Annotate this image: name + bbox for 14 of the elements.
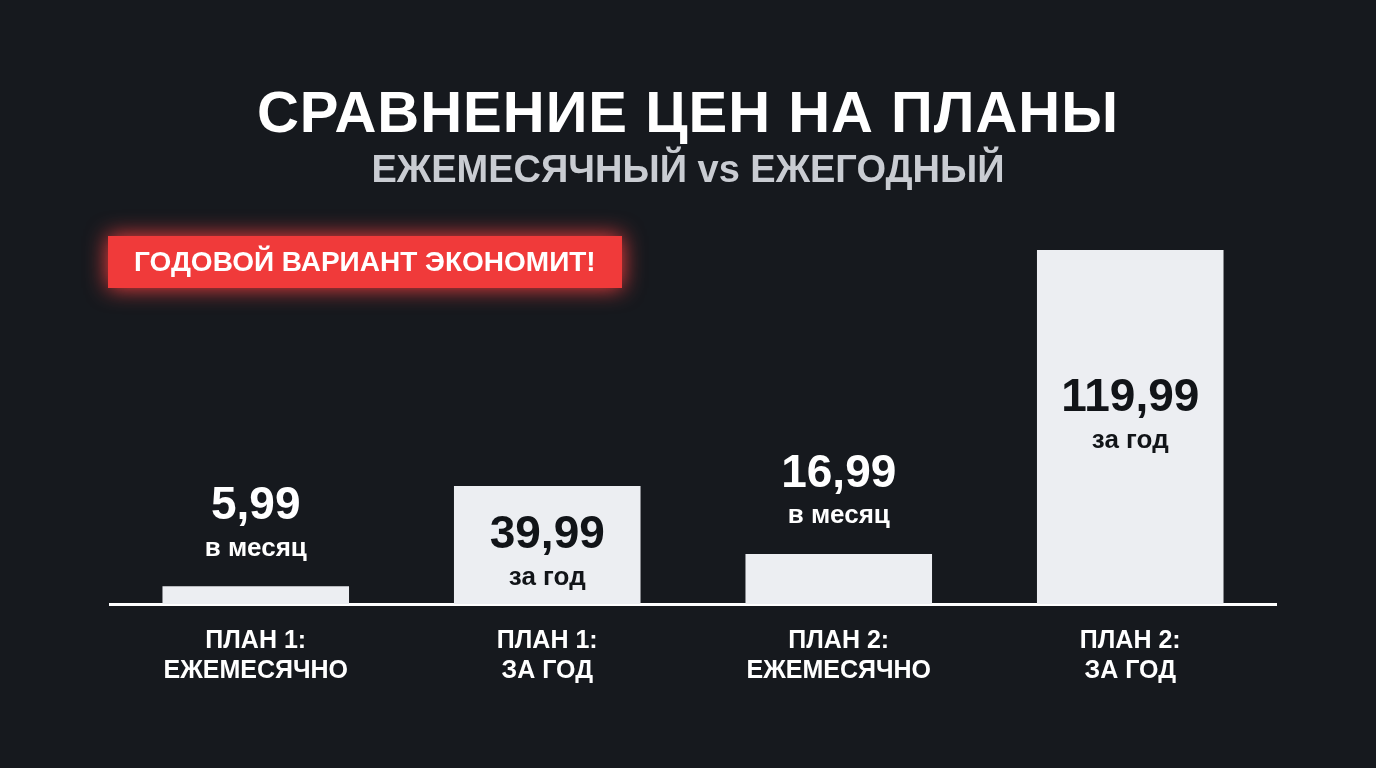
data-label: 16,99 в месяц: [781, 444, 897, 530]
annotation: ГОДОВОЙ ВАРИАНТ ЭКОНОМИТ!: [108, 236, 622, 288]
bar: [745, 553, 933, 604]
data-label: 5,99 в месяц: [204, 477, 307, 562]
bar: [162, 586, 350, 604]
x-tick-label: ПЛАН 1: ЕЖЕМЕСЯЧНО: [163, 624, 349, 683]
data-label: 39,99 за год: [489, 506, 605, 591]
bar: [1036, 250, 1224, 604]
x-tick-label: ПЛАН 1: ЗА ГОД: [496, 624, 598, 683]
x-tick-label: ПЛАН 2: ЕЖЕМЕСЯЧНО: [746, 624, 932, 683]
chart-subtitle: ЕЖЕМЕСЯЧНЫЙ vs ЕЖЕГОДНЫЙ: [370, 148, 1006, 191]
chart-title: СРАВНЕНИЕ ЦЕН НА ПЛАНЫ: [255, 78, 1121, 145]
data-label: 119,99 за год: [1061, 369, 1200, 454]
x-tick-label: ПЛАН 2: ЗА ГОД: [1079, 624, 1181, 683]
